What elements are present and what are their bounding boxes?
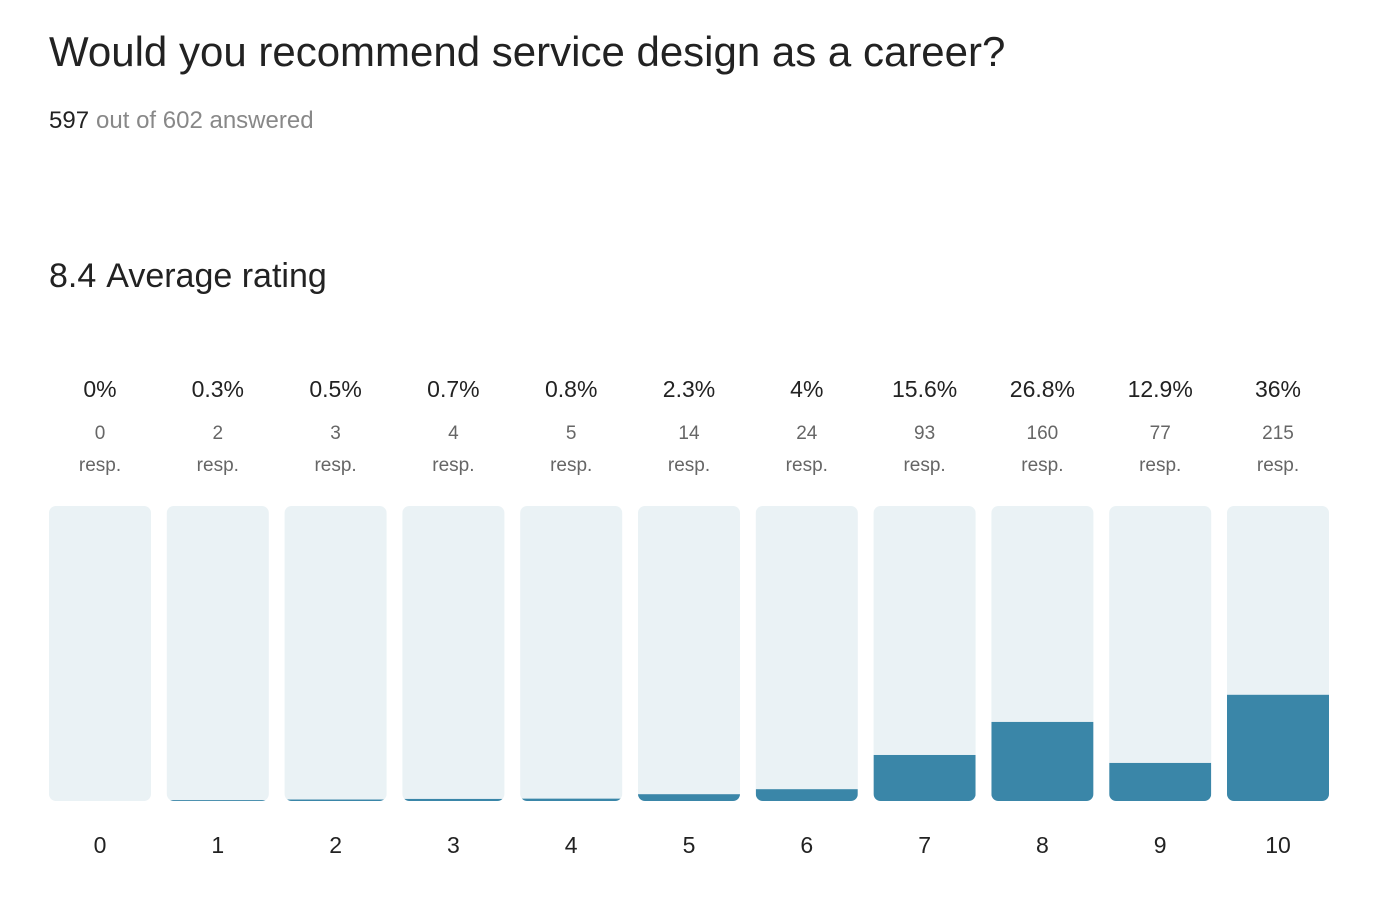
x-tick-label: 9: [1154, 832, 1167, 858]
bar-track: [49, 506, 151, 801]
value-label: 15.6%: [892, 376, 957, 402]
x-tick-label: 10: [1265, 832, 1291, 858]
bar: [1227, 694, 1329, 801]
x-tick-label: 7: [918, 832, 931, 858]
chart-title: Would you recommend service design as a …: [49, 28, 1005, 75]
response-count: 24: [796, 423, 818, 444]
x-tick-label: 2: [329, 832, 342, 858]
x-tick-label: 4: [565, 832, 578, 858]
bar: [402, 798, 505, 801]
response-count: 4: [448, 423, 459, 444]
response-count: 2: [213, 423, 224, 444]
response-unit: resp.: [786, 455, 828, 476]
bar-track: [520, 506, 623, 801]
response-unit: resp.: [1139, 455, 1181, 476]
bar: [991, 721, 1094, 801]
value-label: 0.3%: [192, 376, 244, 402]
response-count: 0: [95, 423, 106, 444]
bar: [873, 754, 976, 801]
bar: [1109, 762, 1212, 801]
bar: [284, 799, 387, 801]
answered-text: out of 602 answered: [96, 107, 314, 134]
value-label: 0.8%: [545, 376, 597, 402]
response-unit: resp.: [432, 455, 474, 476]
value-label: 0%: [83, 376, 116, 402]
x-tick-label: 8: [1036, 832, 1049, 858]
bar-track: [755, 506, 858, 801]
response-unit: resp.: [550, 455, 592, 476]
response-unit: resp.: [903, 455, 945, 476]
average-rating: 8.4 Average rating: [49, 257, 327, 295]
value-label: 2.3%: [663, 376, 715, 402]
response-count: 215: [1262, 423, 1294, 444]
response-count: 77: [1150, 423, 1171, 444]
value-label: 26.8%: [1010, 376, 1075, 402]
response-count: 160: [1027, 423, 1059, 444]
bar-track: [402, 506, 505, 801]
response-unit: resp.: [1257, 455, 1299, 476]
response-count: 14: [678, 423, 700, 444]
value-label: 0.5%: [309, 376, 361, 402]
average-label: Average rating: [106, 257, 327, 295]
value-label: 12.9%: [1128, 376, 1193, 402]
value-label: 36%: [1255, 376, 1301, 402]
answered-count: 597: [49, 107, 89, 134]
response-count: 93: [914, 423, 935, 444]
response-unit: resp.: [1021, 455, 1063, 476]
response-unit: resp.: [668, 455, 710, 476]
x-tick-label: 6: [800, 832, 813, 858]
response-unit: resp.: [79, 455, 121, 476]
x-tick-label: 3: [447, 832, 460, 858]
value-label: 0.7%: [427, 376, 479, 402]
response-unit: resp.: [314, 455, 356, 476]
bar: [638, 794, 740, 801]
bar: [520, 798, 623, 801]
bar-track: [166, 506, 269, 801]
response-unit: resp.: [197, 455, 239, 476]
bar-track: [638, 506, 740, 801]
bar-track: [1109, 506, 1212, 801]
bar-track: [873, 506, 976, 801]
bar-track: [284, 506, 387, 801]
average-value: 8.4: [49, 257, 96, 295]
response-count: 5: [566, 423, 577, 444]
response-count: 3: [330, 423, 341, 444]
x-tick-label: 1: [211, 832, 224, 858]
bar: [166, 800, 269, 801]
x-tick-label: 5: [683, 832, 696, 858]
answered-summary: 597 out of 602 answered: [49, 107, 314, 134]
x-tick-label: 0: [94, 832, 107, 858]
value-label: 4%: [790, 376, 823, 402]
bar: [755, 789, 858, 801]
